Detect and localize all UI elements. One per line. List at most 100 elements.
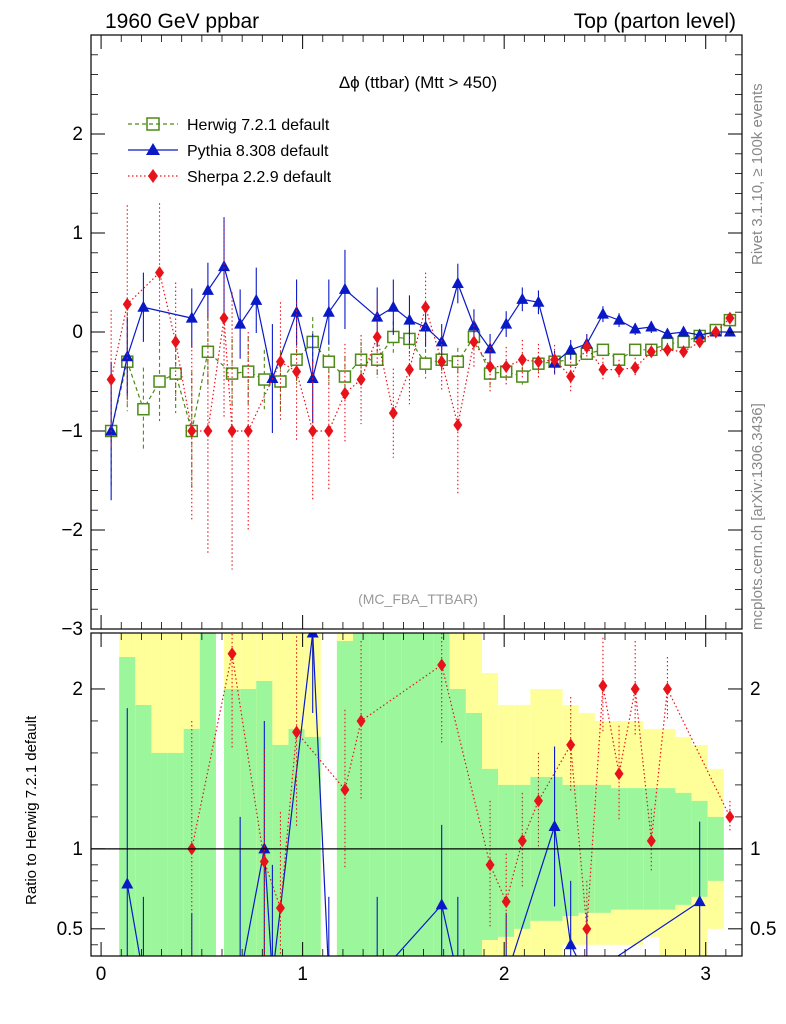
- main-point-sherpa: [679, 345, 689, 359]
- main-point-pythia: [677, 325, 690, 337]
- main-y-tick-label: −2: [61, 520, 83, 541]
- main-point-sherpa: [243, 424, 253, 438]
- ratio-point-pythia: [548, 819, 561, 831]
- ratio-point-sherpa: [646, 834, 656, 848]
- main-point-sherpa: [388, 406, 398, 420]
- main-point-herwig: [451, 355, 465, 368]
- main-point-pythia: [121, 350, 134, 362]
- main-point-sherpa: [485, 360, 495, 374]
- main-y-tick-label: 1: [72, 223, 83, 244]
- main-point-herwig: [419, 357, 432, 370]
- ratio-green-band: [433, 633, 450, 956]
- ratio-point-sherpa: [259, 855, 269, 869]
- main-point-herwig: [628, 343, 642, 357]
- main-point-pythia: [723, 325, 736, 337]
- legend-item-sherpa: Sherpa 2.2.9 default: [128, 169, 332, 186]
- main-point-sherpa: [187, 424, 197, 438]
- ratio-green-band: [465, 712, 483, 956]
- ratio-y-tick-label-right: 2: [750, 679, 761, 700]
- main-y-tick-label: 2: [72, 124, 83, 145]
- main-point-sherpa: [219, 311, 229, 325]
- main-point-sherpa: [614, 363, 624, 377]
- main-point-sherpa: [501, 360, 511, 374]
- ratio-green-band: [353, 633, 370, 956]
- main-series-line-sherpa: [110, 271, 731, 432]
- ratio-y-axis-label: Ratio to Herwig 7.2.1 default: [23, 715, 40, 905]
- ratio-point-sherpa: [517, 834, 527, 848]
- ratio-green-band: [288, 728, 305, 956]
- ratio-point-sherpa: [292, 725, 302, 739]
- legend-label-herwig: Herwig 7.2.1 default: [187, 117, 330, 134]
- ratio-green-band: [151, 752, 168, 956]
- ratio-point-sherpa: [533, 794, 543, 808]
- axis-ticks: −3 −2 −1 0 1 2 0 1 2 3 0.5 0.5 1 1 2 2: [57, 35, 776, 985]
- ratio-green-band: [167, 752, 184, 956]
- ratio-green-band: [369, 633, 386, 956]
- main-point-pythia: [322, 305, 335, 317]
- main-point-sherpa: [171, 335, 181, 349]
- ratio-point-pythia: [435, 898, 448, 910]
- main-point-pythia: [338, 282, 351, 294]
- ratio-point-sherpa: [614, 767, 624, 781]
- rivet-label: Rivet 3.1.10, ≥ 100k events: [749, 83, 766, 265]
- ratio-green-band: [385, 633, 402, 956]
- main-point-sherpa: [695, 335, 705, 349]
- main-point-sherpa: [550, 353, 560, 367]
- main-point-sherpa: [203, 424, 213, 438]
- main-point-sherpa: [227, 424, 237, 438]
- main-point-sherpa: [404, 363, 414, 377]
- main-point-sherpa: [106, 373, 116, 387]
- ratio-green-band: [304, 736, 321, 956]
- legend-item-herwig: Herwig 7.2.1 default: [128, 117, 330, 134]
- ratio-frame: [90, 632, 743, 957]
- main-point-herwig: [137, 402, 150, 416]
- main-point-sherpa: [517, 353, 527, 367]
- main-point-pythia: [201, 283, 214, 295]
- ratio-point-pythia: [693, 895, 706, 907]
- main-point-sherpa: [582, 340, 592, 354]
- main-point-pythia: [596, 307, 609, 319]
- main-point-sherpa: [646, 345, 656, 359]
- ratio-point-sherpa: [582, 922, 592, 936]
- ratio-green-band: [240, 688, 257, 956]
- x-tick-label: 0: [96, 964, 107, 985]
- main-point-pythia: [250, 293, 263, 305]
- main-point-sherpa: [630, 361, 640, 375]
- main-point-sherpa: [421, 300, 431, 314]
- ratio-point-pythia: [306, 633, 319, 638]
- main-point-pythia: [185, 311, 198, 323]
- main-point-pythia: [564, 343, 577, 355]
- main-point-sherpa: [711, 325, 721, 339]
- ratio-green-band: [199, 633, 216, 956]
- main-point-pythia: [371, 310, 384, 322]
- ratio-point-pythia: [258, 842, 271, 854]
- ratio-y-tick-label: 0.5: [57, 919, 83, 940]
- main-point-sherpa: [356, 373, 366, 387]
- ratio-point-sherpa: [598, 679, 608, 693]
- main-point-pythia: [218, 260, 231, 272]
- main-point-sherpa: [324, 424, 334, 438]
- ratio-green-band: [498, 784, 515, 937]
- main-point-sherpa: [372, 330, 382, 344]
- ratio-series-line-sherpa: [191, 653, 731, 929]
- x-tick-label: 3: [700, 964, 711, 985]
- ratio-point-pythia: [564, 938, 577, 950]
- ratio-uncertainty-bands: [119, 633, 724, 956]
- main-series-line-herwig: [110, 319, 731, 432]
- main-point-pythia: [387, 300, 400, 312]
- ratio-green-band: [272, 744, 289, 956]
- main-point-herwig: [596, 343, 610, 357]
- main-point-sherpa: [308, 424, 318, 438]
- main-point-sherpa: [725, 311, 735, 325]
- main-point-pythia: [629, 322, 642, 334]
- header-right: Top (parton level): [574, 10, 736, 33]
- ratio-point-sherpa: [630, 682, 640, 696]
- main-point-pythia: [500, 317, 513, 329]
- legend-label-sherpa: Sherpa 2.2.9 default: [187, 169, 332, 186]
- ratio-point-sherpa: [227, 647, 237, 661]
- main-point-herwig: [370, 353, 384, 366]
- ratio-point-sherpa: [662, 682, 672, 696]
- ratio-point-sherpa: [340, 783, 350, 797]
- ratio-green-band: [135, 704, 152, 956]
